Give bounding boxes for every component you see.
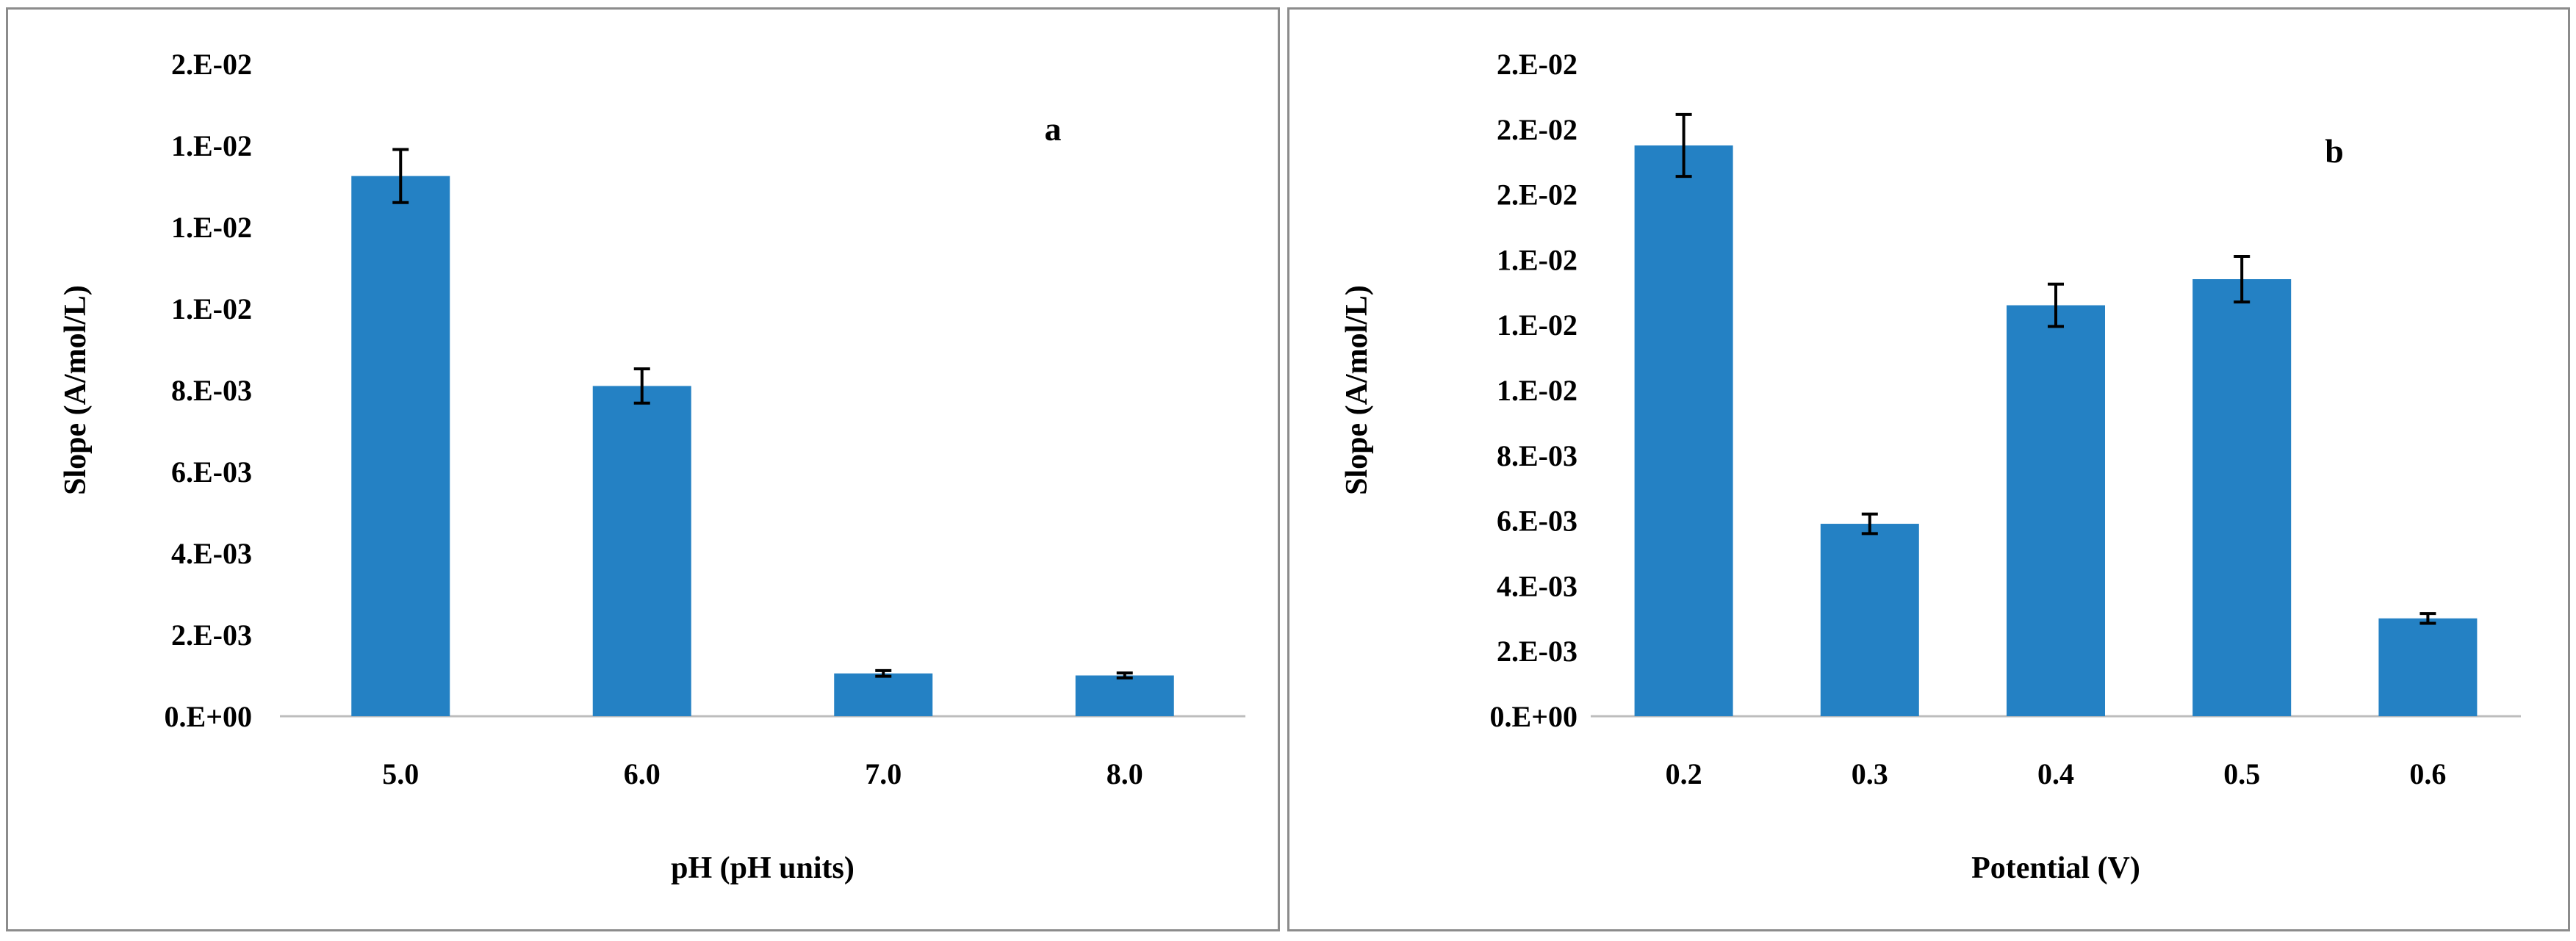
chart-b-bar [1634,145,1733,716]
chart-b-bar [2378,618,2478,716]
chart-b-y-axis-title: Slope (A/mol/L) [1340,285,1374,495]
chart-a-ytick-label: 2.E-03 [171,619,252,652]
chart-a-ytick-label: 6.E-03 [171,455,252,488]
chart-a-error-bar [392,148,409,204]
chart-a-ytick-label: 1.E-02 [171,129,252,162]
chart-a-xtick-label: 5.0 [382,757,419,790]
chart-a-bar [592,386,691,716]
chart-a-xtick-label: 7.0 [865,757,902,790]
chart-a-ytick-label: 0.E+00 [165,700,252,733]
chart-a-ytick-label: 2.E-02 [171,48,252,81]
chart-b-xtick-label: 0.4 [2037,757,2074,790]
chart-b-ytick-label: 4.E-03 [1497,569,1577,602]
chart-b-x-axis-title: Potential (V) [1971,851,2140,885]
chart-a-ytick-label: 8.E-03 [171,374,252,407]
chart-b-ytick-label: 2.E-02 [1497,113,1577,146]
chart-a-xtick-label: 6.0 [624,757,661,790]
chart-b-ytick-label: 1.E-02 [1497,243,1577,276]
chart-panel-a: 0.E+00 2.E-03 4.E-03 6.E-03 8.E-03 1.E-02 1.E-… [6,7,1280,931]
chart-b-xtick-label: 0.2 [1666,757,1702,790]
chart-b-ytick-label: 0.E+00 [1490,700,1577,733]
chart-a-y-axis-title: Slope (A/mol/L) [59,285,93,495]
chart-b-error-bar [2234,254,2251,304]
chart-b-ytick-label: 2.E-03 [1497,635,1577,668]
chart-b-error-bar [2420,612,2436,625]
chart-b-error-bar [1861,512,1878,536]
chart-b-ytick-label: 2.E-02 [1497,179,1577,212]
chart-b-ytick-label: 6.E-03 [1497,505,1577,538]
chart-a-ytick-label: 1.E-02 [171,211,252,244]
chart-b-ytick-label: 1.E-02 [1497,374,1577,407]
chart-b-bar [1820,524,1919,716]
chart-b-xtick-label: 0.5 [2223,757,2260,790]
chart-b-error-bar [2048,282,2064,328]
chart-a-error-bar [875,668,892,678]
chart-b-ytick-label: 8.E-03 [1497,439,1577,472]
chart-a-xtick-label: 8.0 [1107,757,1143,790]
chart-a-x-axis-title: pH (pH units) [671,851,855,885]
chart-b-svg: 0.E+00 2.E-03 4.E-03 6.E-03 8.E-03 1.E-02 1.E-… [1340,48,2521,885]
chart-b-bar [2192,279,2292,716]
chart-a-error-bar [633,367,650,405]
chart-a-svg: 0.E+00 2.E-03 4.E-03 6.E-03 8.E-03 1.E-02 1.E-… [59,48,1245,885]
chart-b-xtick-label: 0.6 [2409,757,2446,790]
chart-b-ytick-label: 2.E-02 [1497,48,1577,81]
chart-a-bar [1075,675,1174,716]
chart-b-error-bar [1675,112,1692,179]
chart-panel-b: 0.E+00 2.E-03 4.E-03 6.E-03 8.E-03 1.E-02 1.E-… [1287,7,2570,931]
chart-b-bar [2007,305,2105,716]
chart-b-ytick-label: 1.E-02 [1497,309,1577,342]
chart-a-bar [834,673,933,716]
chart-a-error-bar [1116,671,1133,679]
chart-a-ytick-label: 1.E-02 [171,292,252,325]
chart-a-bar [351,176,450,716]
chart-a-ytick-label: 4.E-03 [171,537,252,570]
chart-b-panel-letter: b [2325,132,2344,170]
chart-b-xtick-label: 0.3 [1852,757,1888,790]
chart-a-panel-letter: a [1045,110,1062,148]
